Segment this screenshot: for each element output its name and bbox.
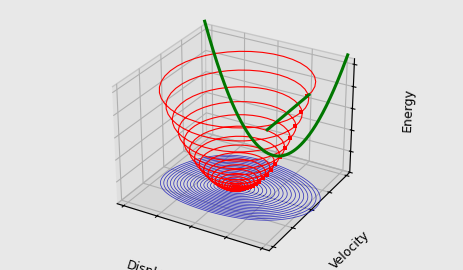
X-axis label: Displacement: Displacement <box>124 258 210 270</box>
Y-axis label: Velocity: Velocity <box>328 228 372 270</box>
